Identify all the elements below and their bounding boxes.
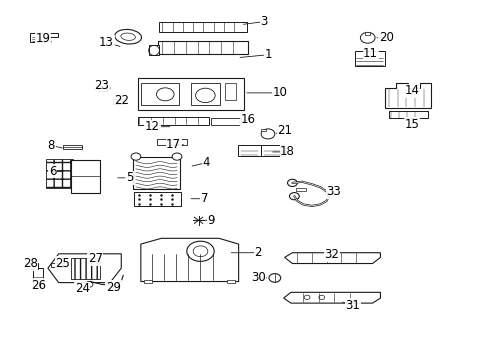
Bar xyxy=(138,117,209,125)
Bar xyxy=(157,139,186,144)
Bar xyxy=(62,145,82,149)
Text: 23: 23 xyxy=(94,79,109,92)
Polygon shape xyxy=(138,78,244,110)
Polygon shape xyxy=(30,33,58,42)
Bar xyxy=(134,192,181,206)
Circle shape xyxy=(261,129,274,139)
Circle shape xyxy=(156,88,174,101)
Text: 18: 18 xyxy=(280,145,294,158)
Text: 9: 9 xyxy=(207,214,215,227)
Polygon shape xyxy=(25,263,38,269)
Text: 28: 28 xyxy=(23,257,38,270)
Polygon shape xyxy=(284,253,380,264)
Text: 16: 16 xyxy=(241,113,255,126)
Text: 17: 17 xyxy=(166,138,181,151)
Bar xyxy=(190,83,220,105)
Text: 24: 24 xyxy=(75,282,89,295)
Circle shape xyxy=(85,282,93,287)
Text: 5: 5 xyxy=(125,171,133,184)
Text: 8: 8 xyxy=(47,139,55,152)
Bar xyxy=(261,145,284,156)
Bar xyxy=(46,159,73,188)
Circle shape xyxy=(289,193,299,200)
Text: 11: 11 xyxy=(363,47,377,60)
Bar xyxy=(260,129,265,131)
Circle shape xyxy=(304,295,309,300)
Text: 22: 22 xyxy=(114,94,128,107)
Text: 20: 20 xyxy=(378,31,393,44)
Text: 13: 13 xyxy=(99,36,114,49)
Circle shape xyxy=(193,246,207,257)
Circle shape xyxy=(195,88,215,103)
Text: 27: 27 xyxy=(88,252,102,265)
Polygon shape xyxy=(98,86,106,91)
Text: 3: 3 xyxy=(260,15,267,28)
Bar xyxy=(157,41,248,54)
Text: 29: 29 xyxy=(106,281,121,294)
Text: 7: 7 xyxy=(200,192,208,205)
Text: 12: 12 xyxy=(145,120,160,133)
Polygon shape xyxy=(51,263,67,267)
Bar xyxy=(141,83,179,105)
Polygon shape xyxy=(295,188,305,191)
Ellipse shape xyxy=(121,33,135,40)
Circle shape xyxy=(131,153,141,160)
Text: 10: 10 xyxy=(272,86,286,99)
Polygon shape xyxy=(141,238,238,282)
Text: 4: 4 xyxy=(202,156,210,169)
Polygon shape xyxy=(144,280,151,283)
Text: 26: 26 xyxy=(31,279,45,292)
Bar xyxy=(365,32,369,35)
Bar xyxy=(133,157,180,189)
Circle shape xyxy=(268,274,280,282)
Bar xyxy=(148,45,159,55)
Text: 2: 2 xyxy=(254,246,262,259)
Bar xyxy=(354,51,384,66)
Text: 31: 31 xyxy=(345,299,360,312)
Circle shape xyxy=(186,241,214,261)
Text: 14: 14 xyxy=(404,84,418,97)
Bar xyxy=(237,145,261,156)
Text: 25: 25 xyxy=(55,257,70,270)
Polygon shape xyxy=(113,99,123,104)
Circle shape xyxy=(318,295,324,300)
Bar xyxy=(159,22,246,32)
Circle shape xyxy=(172,153,182,160)
Text: 15: 15 xyxy=(404,118,418,131)
Circle shape xyxy=(360,32,374,43)
Text: 21: 21 xyxy=(277,124,291,137)
Polygon shape xyxy=(385,83,430,108)
Circle shape xyxy=(287,179,297,186)
Text: 32: 32 xyxy=(324,248,338,261)
Bar xyxy=(211,118,240,125)
Polygon shape xyxy=(48,254,121,283)
Bar xyxy=(225,83,236,100)
Polygon shape xyxy=(33,268,43,286)
Text: 33: 33 xyxy=(325,185,340,198)
Ellipse shape xyxy=(115,30,141,44)
Text: 30: 30 xyxy=(250,271,265,284)
Text: 6: 6 xyxy=(49,165,57,178)
Bar xyxy=(71,160,100,193)
Bar xyxy=(388,111,427,118)
Polygon shape xyxy=(227,280,234,283)
Text: 19: 19 xyxy=(36,32,50,45)
Bar xyxy=(71,258,100,279)
Text: 1: 1 xyxy=(264,48,271,61)
Polygon shape xyxy=(283,292,380,303)
